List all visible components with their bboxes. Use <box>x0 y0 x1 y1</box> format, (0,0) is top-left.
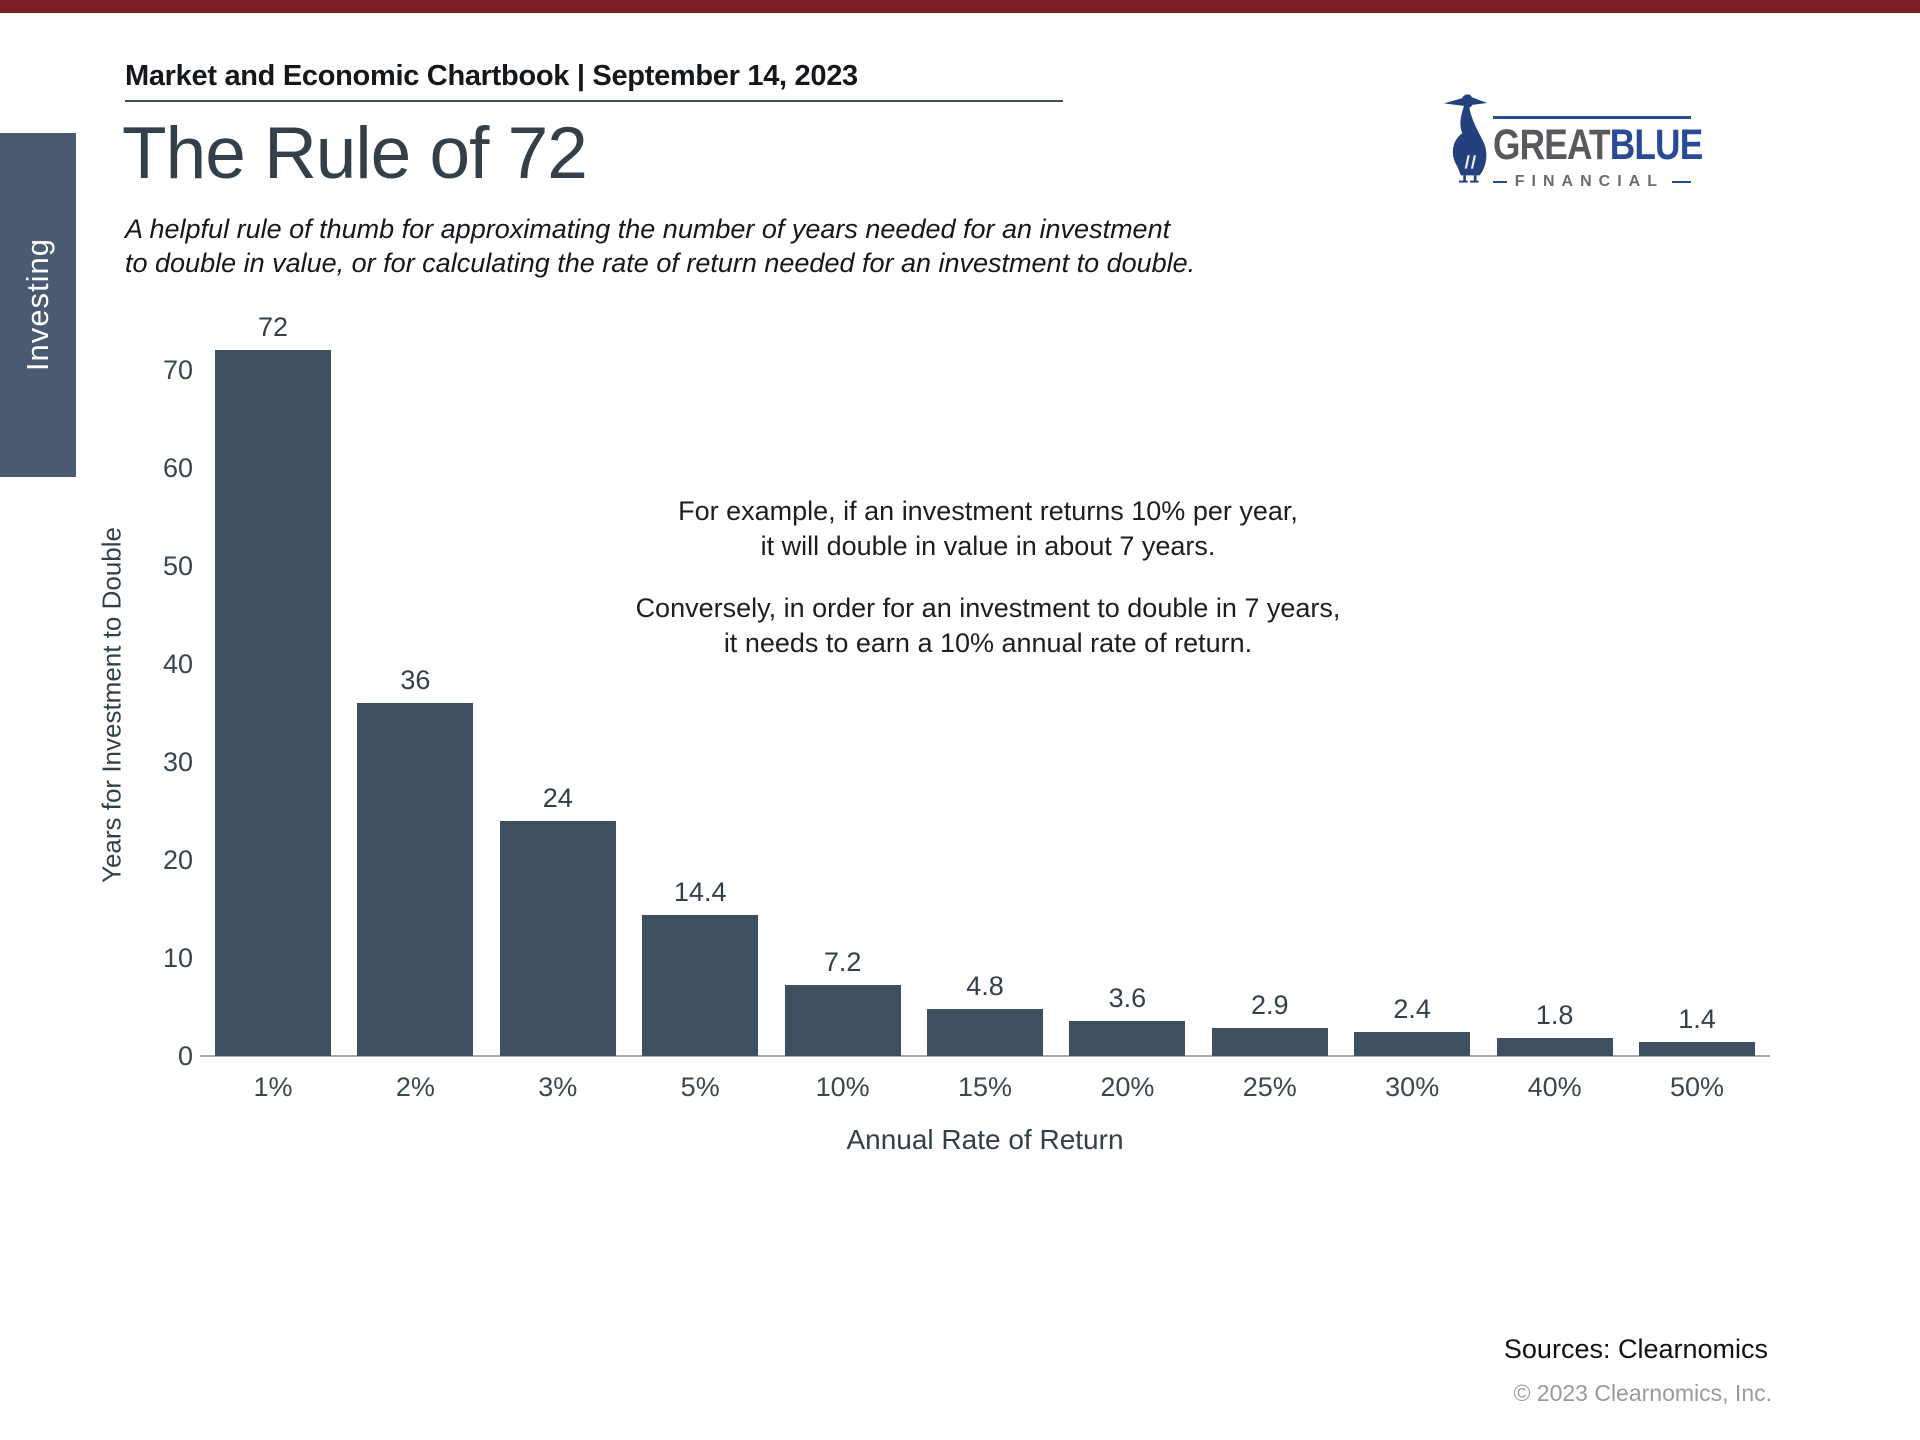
x-axis-line <box>200 1055 1770 1057</box>
chart-bar <box>1211 1027 1328 1056</box>
copyright-label: © 2023 Clearnomics, Inc. <box>1513 1380 1772 1406</box>
x-tick-label: 20% <box>1100 1072 1155 1102</box>
bar-value-label: 1.8 <box>1535 1000 1574 1031</box>
annotation-p2-line2: it needs to earn a 10% annual rate of re… <box>723 628 1253 658</box>
subtitle-line-2: to double in value, or for calculating t… <box>125 248 1196 278</box>
chartbook-header: Market and Economic Chartbook | Septembe… <box>125 60 858 92</box>
x-tick-label: 50% <box>1669 1072 1725 1102</box>
bar-value-label: 72 <box>257 312 289 343</box>
chart-bar <box>927 1008 1043 1056</box>
annotation-p1-line1: For example, if an investment returns 10… <box>678 496 1298 526</box>
sidebar-tab-investing[interactable]: Investing <box>0 133 76 477</box>
y-tick-label: 40 <box>162 649 193 679</box>
bar-value-label: 14.4 <box>673 876 727 907</box>
chart-annotation: For example, if an investment returns 10… <box>538 494 1438 661</box>
top-accent-bar <box>0 0 1920 13</box>
x-tick-label: 3% <box>538 1072 578 1102</box>
page-title: The Rule of 72 <box>122 113 588 194</box>
logo-financial-row: FINANCIAL <box>1493 173 1691 191</box>
annotation-p1-line2: it will double in value in about 7 years… <box>760 531 1216 561</box>
chart-bar <box>215 350 331 1056</box>
y-tick-label: 10 <box>162 943 193 973</box>
chart-bar <box>499 820 616 1056</box>
y-tick-label: 20 <box>162 845 193 875</box>
bar-value-label: 7.2 <box>823 947 862 978</box>
bar-value-label: 1.4 <box>1678 1004 1716 1035</box>
logo-financial-label: FINANCIAL <box>1514 173 1664 190</box>
bar-value-label: 2.4 <box>1393 994 1431 1025</box>
x-tick-label: 30% <box>1385 1072 1440 1102</box>
chart-bar <box>1496 1038 1613 1056</box>
x-tick-label: 10% <box>815 1072 870 1102</box>
bar-value-label: 2.9 <box>1251 989 1289 1020</box>
x-axis-title: Annual Rate of Return <box>846 1124 1124 1155</box>
chart-bar <box>642 914 759 1056</box>
subtitle-line-1: A helpful rule of thumb for approximatin… <box>125 214 1171 244</box>
logo-word-blue: BLUE <box>1609 121 1704 169</box>
annotation-p2-line1: Conversely, in order for an investment t… <box>635 593 1341 623</box>
bar-value-label: 36 <box>400 665 431 696</box>
x-tick-label: 5% <box>680 1072 720 1102</box>
chart-bar <box>1069 1020 1186 1056</box>
bar-value-label: 4.8 <box>966 970 1004 1001</box>
y-tick-label: 30 <box>162 747 193 777</box>
bar-value-label: 24 <box>542 782 573 813</box>
chart-bar <box>1354 1032 1471 1056</box>
annotation-paragraph-2: Conversely, in order for an investment t… <box>538 591 1438 661</box>
heron-icon <box>1444 94 1488 183</box>
y-tick-label: 70 <box>162 355 193 385</box>
logo-top-rule <box>1493 116 1691 119</box>
x-tick-label: 40% <box>1527 1072 1582 1102</box>
page-subtitle: A helpful rule of thumb for approximatin… <box>125 212 1195 280</box>
x-tick-label: 2% <box>395 1072 435 1102</box>
x-tick-label: 25% <box>1242 1072 1297 1102</box>
chart-bar <box>357 703 474 1056</box>
y-tick-label: 60 <box>162 453 193 483</box>
x-tick-label: 1% <box>253 1072 293 1102</box>
header-divider <box>125 100 1063 102</box>
chart-bar <box>784 985 901 1056</box>
x-tick-label: 15% <box>957 1072 1013 1102</box>
bar-value-label: 3.6 <box>1108 982 1147 1013</box>
chart-bar <box>1639 1042 1755 1056</box>
logo-text-block: GREATBLUE FINANCIAL <box>1493 116 1703 191</box>
logo-wordmark: GREATBLUE <box>1493 121 1703 170</box>
y-tick-label: 50 <box>162 551 193 581</box>
sources-label: Sources: Clearnomics <box>1503 1334 1768 1364</box>
logo-left-rule <box>1493 181 1507 183</box>
great-blue-financial-logo: GREATBLUE FINANCIAL <box>1444 88 1703 191</box>
y-tick-label: 0 <box>177 1041 193 1071</box>
logo-right-rule <box>1671 181 1691 183</box>
logo-word-great: GREAT <box>1493 121 1611 169</box>
annotation-paragraph-1: For example, if an investment returns 10… <box>538 494 1438 564</box>
